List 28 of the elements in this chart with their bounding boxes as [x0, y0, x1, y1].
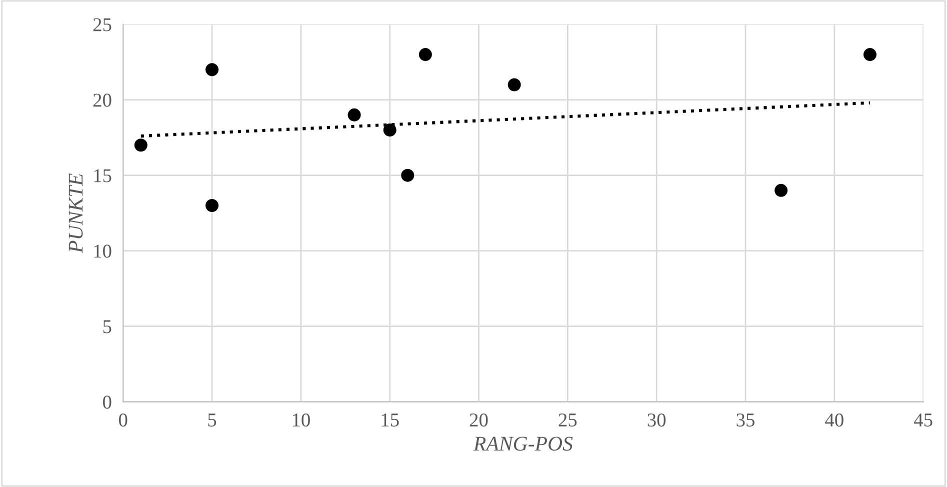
x-tick-label: 40 — [825, 413, 844, 427]
x-tick-label: 45 — [914, 414, 932, 427]
x-tick-label: 10 — [292, 413, 310, 427]
point — [206, 63, 219, 76]
y-tick-label: 5 — [103, 320, 112, 334]
y-tick-label: 0 — [103, 396, 112, 409]
x-tick-label: 30 — [648, 413, 666, 427]
x-axis-title: RANG-POS — [473, 436, 573, 451]
y-tick-label: 20 — [93, 94, 112, 107]
y-tick-label: 10 — [94, 244, 112, 258]
point — [863, 48, 876, 62]
point — [348, 108, 361, 122]
point — [383, 124, 396, 137]
point — [206, 199, 219, 212]
point — [774, 184, 788, 197]
x-tick-label: 15 — [382, 414, 399, 427]
y-tick-label: 25 — [93, 18, 112, 32]
point — [418, 48, 432, 62]
x-tick-label: 25 — [558, 414, 577, 427]
point — [508, 78, 521, 92]
x-tick-label: 0 — [118, 413, 128, 427]
x-tick-label: 35 — [736, 414, 754, 427]
x-tick-label: 5 — [208, 414, 216, 427]
point — [401, 168, 414, 182]
y-tick-label: 15 — [94, 169, 112, 182]
y-axis-title: PUNKTE — [68, 173, 83, 254]
x-tick-label: 20 — [470, 413, 488, 427]
point — [134, 138, 148, 152]
